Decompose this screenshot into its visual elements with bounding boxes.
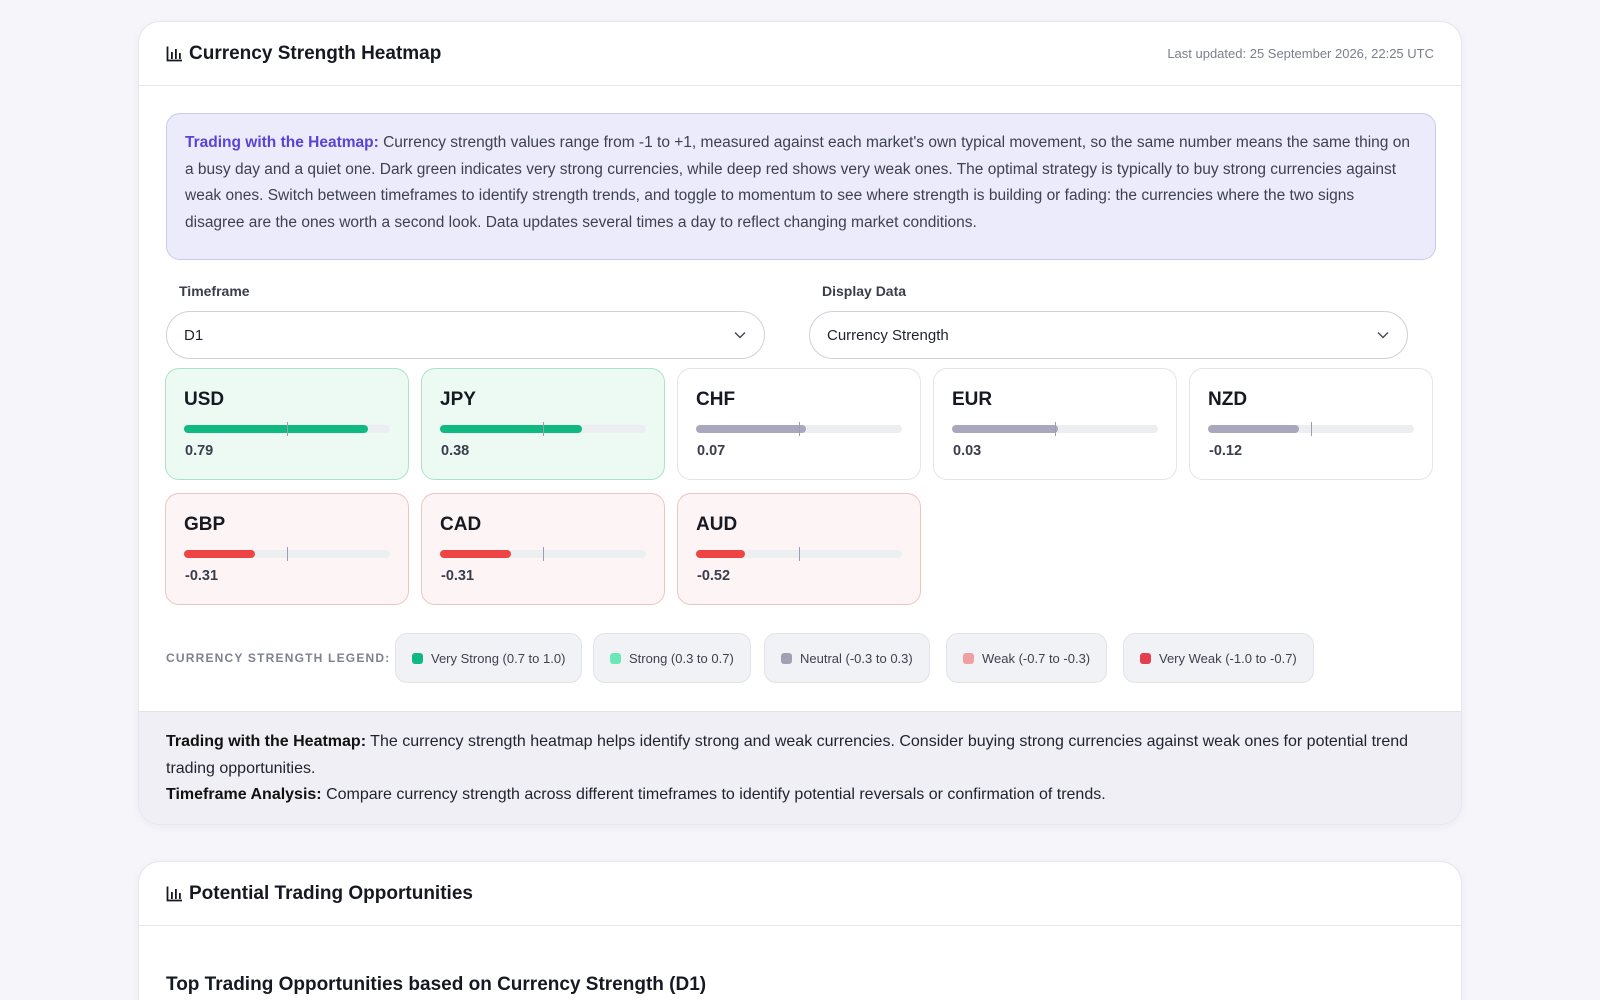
strength-bar-zero-marker: [799, 547, 800, 561]
info-text: Currency strength values range from -1 t…: [185, 134, 1410, 231]
currency-strength-heatmap-card: Currency Strength Heatmap Last updated: …: [138, 21, 1462, 825]
legend-item-label: Neutral (-0.3 to 0.3): [800, 650, 913, 666]
legend-item-label: Very Strong (0.7 to 1.0): [431, 650, 566, 666]
currency-tile-aud[interactable]: AUD -0.52: [677, 493, 921, 605]
strength-bar: [440, 422, 646, 436]
legend-label: CURRENCY STRENGTH LEGEND:: [166, 651, 391, 665]
info-heading: Trading with the Heatmap:: [185, 134, 379, 151]
currency-code: EUR: [952, 389, 993, 410]
currency-tile-nzd[interactable]: NZD -0.12: [1189, 368, 1433, 480]
display-data-select[interactable]: Currency Strength: [809, 311, 1408, 359]
legend-item-very-strong: Very Strong (0.7 to 1.0): [395, 633, 583, 683]
currency-tile-cad[interactable]: CAD -0.31: [421, 493, 665, 605]
currency-code: CAD: [440, 514, 482, 535]
opportunities-subtitle: Top Trading Opportunities based on Curre…: [166, 974, 707, 995]
heatmap-info-box: Trading with the Heatmap: Currency stren…: [166, 113, 1436, 260]
strength-bar-zero-marker: [543, 422, 544, 436]
currency-tile-usd[interactable]: USD 0.79: [165, 368, 409, 480]
timeframe-select[interactable]: D1: [166, 311, 765, 359]
strength-bar-fill: [440, 550, 511, 558]
legend-swatch: [1140, 652, 1151, 664]
legend-swatch: [963, 652, 974, 664]
currency-tile-eur[interactable]: EUR 0.03: [933, 368, 1177, 480]
strength-bar-fill: [952, 425, 1058, 433]
display-data-value: Currency Strength: [827, 326, 949, 344]
strength-bar-fill: [696, 425, 806, 433]
strength-bar-fill: [184, 425, 368, 433]
strength-bar-fill: [184, 550, 255, 558]
heatmap-title: Currency Strength Heatmap: [166, 43, 441, 65]
strength-bar-fill: [1208, 425, 1299, 433]
strength-bar-zero-marker: [287, 547, 288, 561]
currency-code: CHF: [696, 389, 736, 410]
tip-timeframe-text: Compare currency strength across differe…: [321, 786, 1106, 803]
legend-swatch: [412, 652, 423, 664]
strength-bar: [440, 547, 646, 561]
currency-value: 0.79: [185, 443, 214, 459]
currency-code: GBP: [184, 514, 226, 535]
strength-bar: [696, 422, 902, 436]
display-data-group: Display Data Currency Strength: [809, 283, 1408, 359]
legend-item-label: Weak (-0.7 to -0.3): [982, 650, 1091, 666]
currency-value: -0.52: [697, 568, 731, 584]
legend-item-strong: Strong (0.3 to 0.7): [593, 633, 751, 683]
bar-chart-icon: [166, 46, 182, 62]
timeframe-value: D1: [184, 326, 204, 344]
strength-bar-fill: [696, 550, 745, 558]
chevron-down-icon: [1377, 331, 1389, 339]
heatmap-tips: Trading with the Heatmap: The currency s…: [139, 711, 1461, 824]
strength-bar-fill: [440, 425, 582, 433]
currency-tile-jpy[interactable]: JPY 0.38: [421, 368, 665, 480]
tip-heatmap: Trading with the Heatmap: The currency s…: [166, 729, 1434, 782]
chevron-down-icon: [734, 331, 746, 339]
legend-swatch: [781, 652, 792, 664]
strength-bar: [184, 422, 390, 436]
strength-bar-zero-marker: [1055, 422, 1056, 436]
legend-item-neutral: Neutral (-0.3 to 0.3): [764, 633, 930, 683]
heatmap-title-text: Currency Strength Heatmap: [189, 42, 442, 64]
currency-code: NZD: [1208, 389, 1248, 410]
currency-value: 0.07: [697, 443, 726, 459]
timeframe-group: Timeframe D1: [166, 283, 765, 359]
legend-item-weak: Weak (-0.7 to -0.3): [946, 633, 1108, 683]
strength-bar-zero-marker: [287, 422, 288, 436]
currency-value: -0.31: [185, 568, 219, 584]
legend-item-very-weak: Very Weak (-1.0 to -0.7): [1123, 633, 1314, 683]
strength-bar: [696, 547, 902, 561]
currency-code: USD: [184, 389, 225, 410]
strength-bar: [952, 422, 1158, 436]
opportunities-card-header: Potential Trading Opportunities: [139, 862, 1461, 926]
currency-tile-gbp[interactable]: GBP -0.31: [165, 493, 409, 605]
strength-bar: [1208, 422, 1414, 436]
last-updated: Last updated: 25 September 2026, 22:25 U…: [1167, 46, 1434, 61]
currency-value: 0.03: [953, 443, 982, 459]
heatmap-card-header: Currency Strength Heatmap Last updated: …: [139, 22, 1461, 86]
currency-code: JPY: [440, 389, 476, 410]
tip-timeframe: Timeframe Analysis: Compare currency str…: [166, 782, 1434, 809]
legend-swatch: [610, 652, 621, 664]
strength-bar: [184, 547, 390, 561]
strength-bar-zero-marker: [799, 422, 800, 436]
legend-item-label: Very Weak (-1.0 to -0.7): [1159, 650, 1297, 666]
opportunities-title: Potential Trading Opportunities: [166, 883, 473, 905]
bar-chart-icon: [166, 886, 182, 902]
currency-value: -0.31: [441, 568, 475, 584]
strength-bar-zero-marker: [543, 547, 544, 561]
legend-item-label: Strong (0.3 to 0.7): [629, 650, 734, 666]
currency-value: 0.38: [441, 443, 470, 459]
currency-tile-chf[interactable]: CHF 0.07: [677, 368, 921, 480]
opportunities-title-text: Potential Trading Opportunities: [189, 882, 473, 904]
strength-bar-zero-marker: [1311, 422, 1312, 436]
timeframe-label: Timeframe: [179, 283, 250, 299]
currency-value: -0.12: [1209, 443, 1243, 459]
display-data-label: Display Data: [822, 283, 907, 299]
tip-timeframe-heading: Timeframe Analysis:: [166, 786, 322, 803]
tip-heatmap-text: The currency strength heatmap helps iden…: [166, 733, 1409, 777]
tip-heatmap-heading: Trading with the Heatmap:: [166, 733, 367, 750]
currency-code: AUD: [696, 514, 738, 535]
trading-opportunities-card: Potential Trading Opportunities Top Trad…: [138, 861, 1462, 1000]
